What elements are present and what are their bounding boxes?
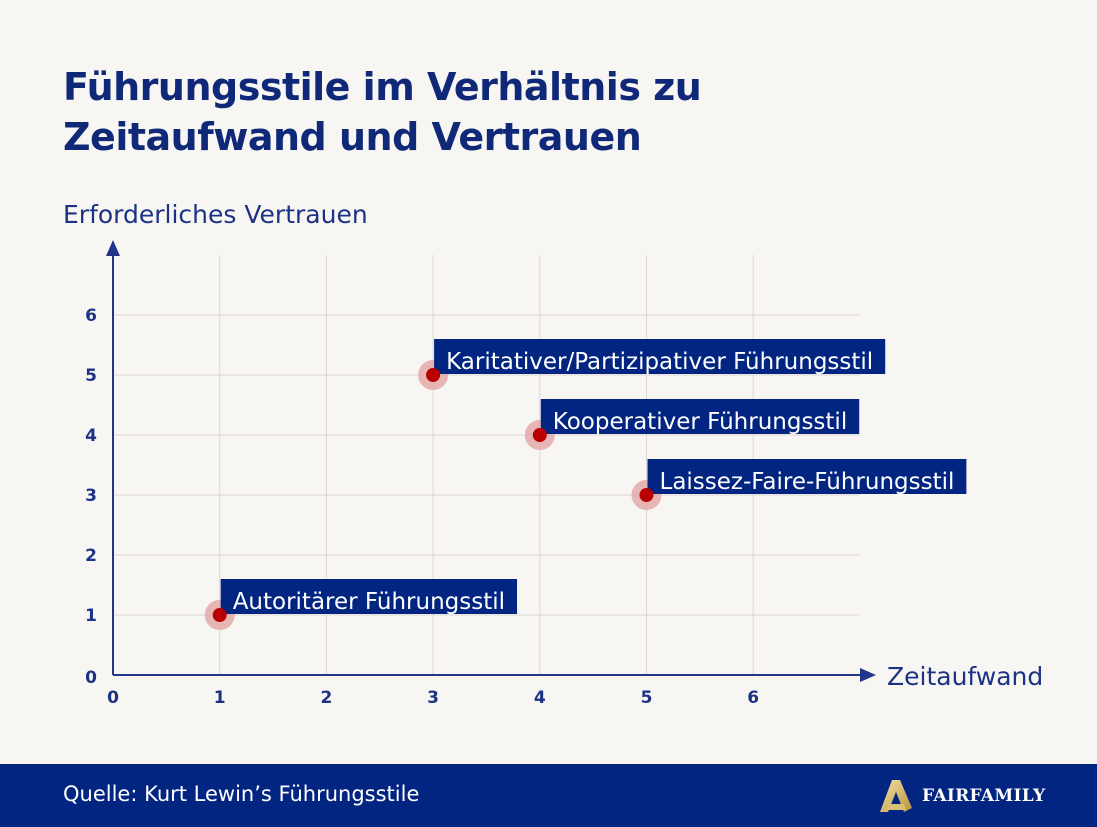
x-tick-label: 1 <box>214 688 226 708</box>
data-point-group: Autoritärer Führungsstil <box>204 579 518 630</box>
logo-text: FAIRFAMILY <box>922 786 1046 806</box>
x-axis-label: Zeitaufwand <box>887 662 1044 691</box>
x-tick-label: 6 <box>747 688 759 708</box>
fairfamily-logo: FAIRFAMILY <box>878 778 1045 814</box>
data-label-text: Karitativer/Partizipativer Führungsstil <box>446 349 873 375</box>
data-label: Laissez-Faire-Führungsstil <box>647 459 967 495</box>
data-label-background <box>434 339 886 374</box>
x-tick-label: 5 <box>641 688 653 708</box>
chart-title: Führungsstile im Verhältnis zu Zeitaufwa… <box>63 65 702 159</box>
data-label: Karitativer/Partizipativer Führungsstil <box>434 339 886 375</box>
data-label-text: Laissez-Faire-Führungsstil <box>660 469 955 495</box>
data-point-group: Kooperativer Führungsstil <box>524 399 860 450</box>
data-label-text: Autoritärer Führungsstil <box>233 589 505 615</box>
data-label: Autoritärer Führungsstil <box>220 579 518 615</box>
x-tick-label: 2 <box>320 688 332 708</box>
scatter-chart: 0 1 2 3 4 5 6 0 1 2 3 4 5 6 Autoritärer Führungsstil Ka… <box>85 240 967 708</box>
y-axis-arrow-icon <box>106 240 120 256</box>
data-label-background <box>220 579 518 614</box>
y-tick-label: 4 <box>85 426 97 446</box>
y-tick-label: 1 <box>85 606 97 626</box>
data-label: Kooperativer Führungsstil <box>540 399 860 435</box>
x-tick-label: 3 <box>427 688 439 708</box>
data-point <box>212 608 227 622</box>
data-point-group: Laissez-Faire-Führungsstil <box>631 459 967 510</box>
source-note: Quelle: Kurt Lewin’s Führungsstile <box>63 782 420 806</box>
footer: Quelle: Kurt Lewin’s Führungsstile FAIRF… <box>0 764 1097 827</box>
y-axis-label: Erforderliches Vertrauen <box>63 200 368 229</box>
data-point <box>639 488 654 502</box>
x-axis-arrow-icon <box>860 668 876 682</box>
data-label-background <box>647 459 967 494</box>
y-tick-label: 6 <box>85 306 97 326</box>
x-tick-label: 0 <box>107 688 119 708</box>
data-label-text: Kooperativer Führungsstil <box>553 409 847 435</box>
y-tick-label: 5 <box>85 366 97 386</box>
y-tick-label: 2 <box>85 546 97 566</box>
x-tick-label: 4 <box>534 688 546 708</box>
y-tick-label: 0 <box>85 668 97 688</box>
logo-mark-icon <box>880 780 912 812</box>
y-tick-label: 3 <box>85 486 97 506</box>
data-point <box>532 428 547 442</box>
data-label-background <box>540 399 860 434</box>
data-point-group: Karitativer/Partizipativer Führungsstil <box>418 339 886 390</box>
data-point <box>426 368 441 382</box>
